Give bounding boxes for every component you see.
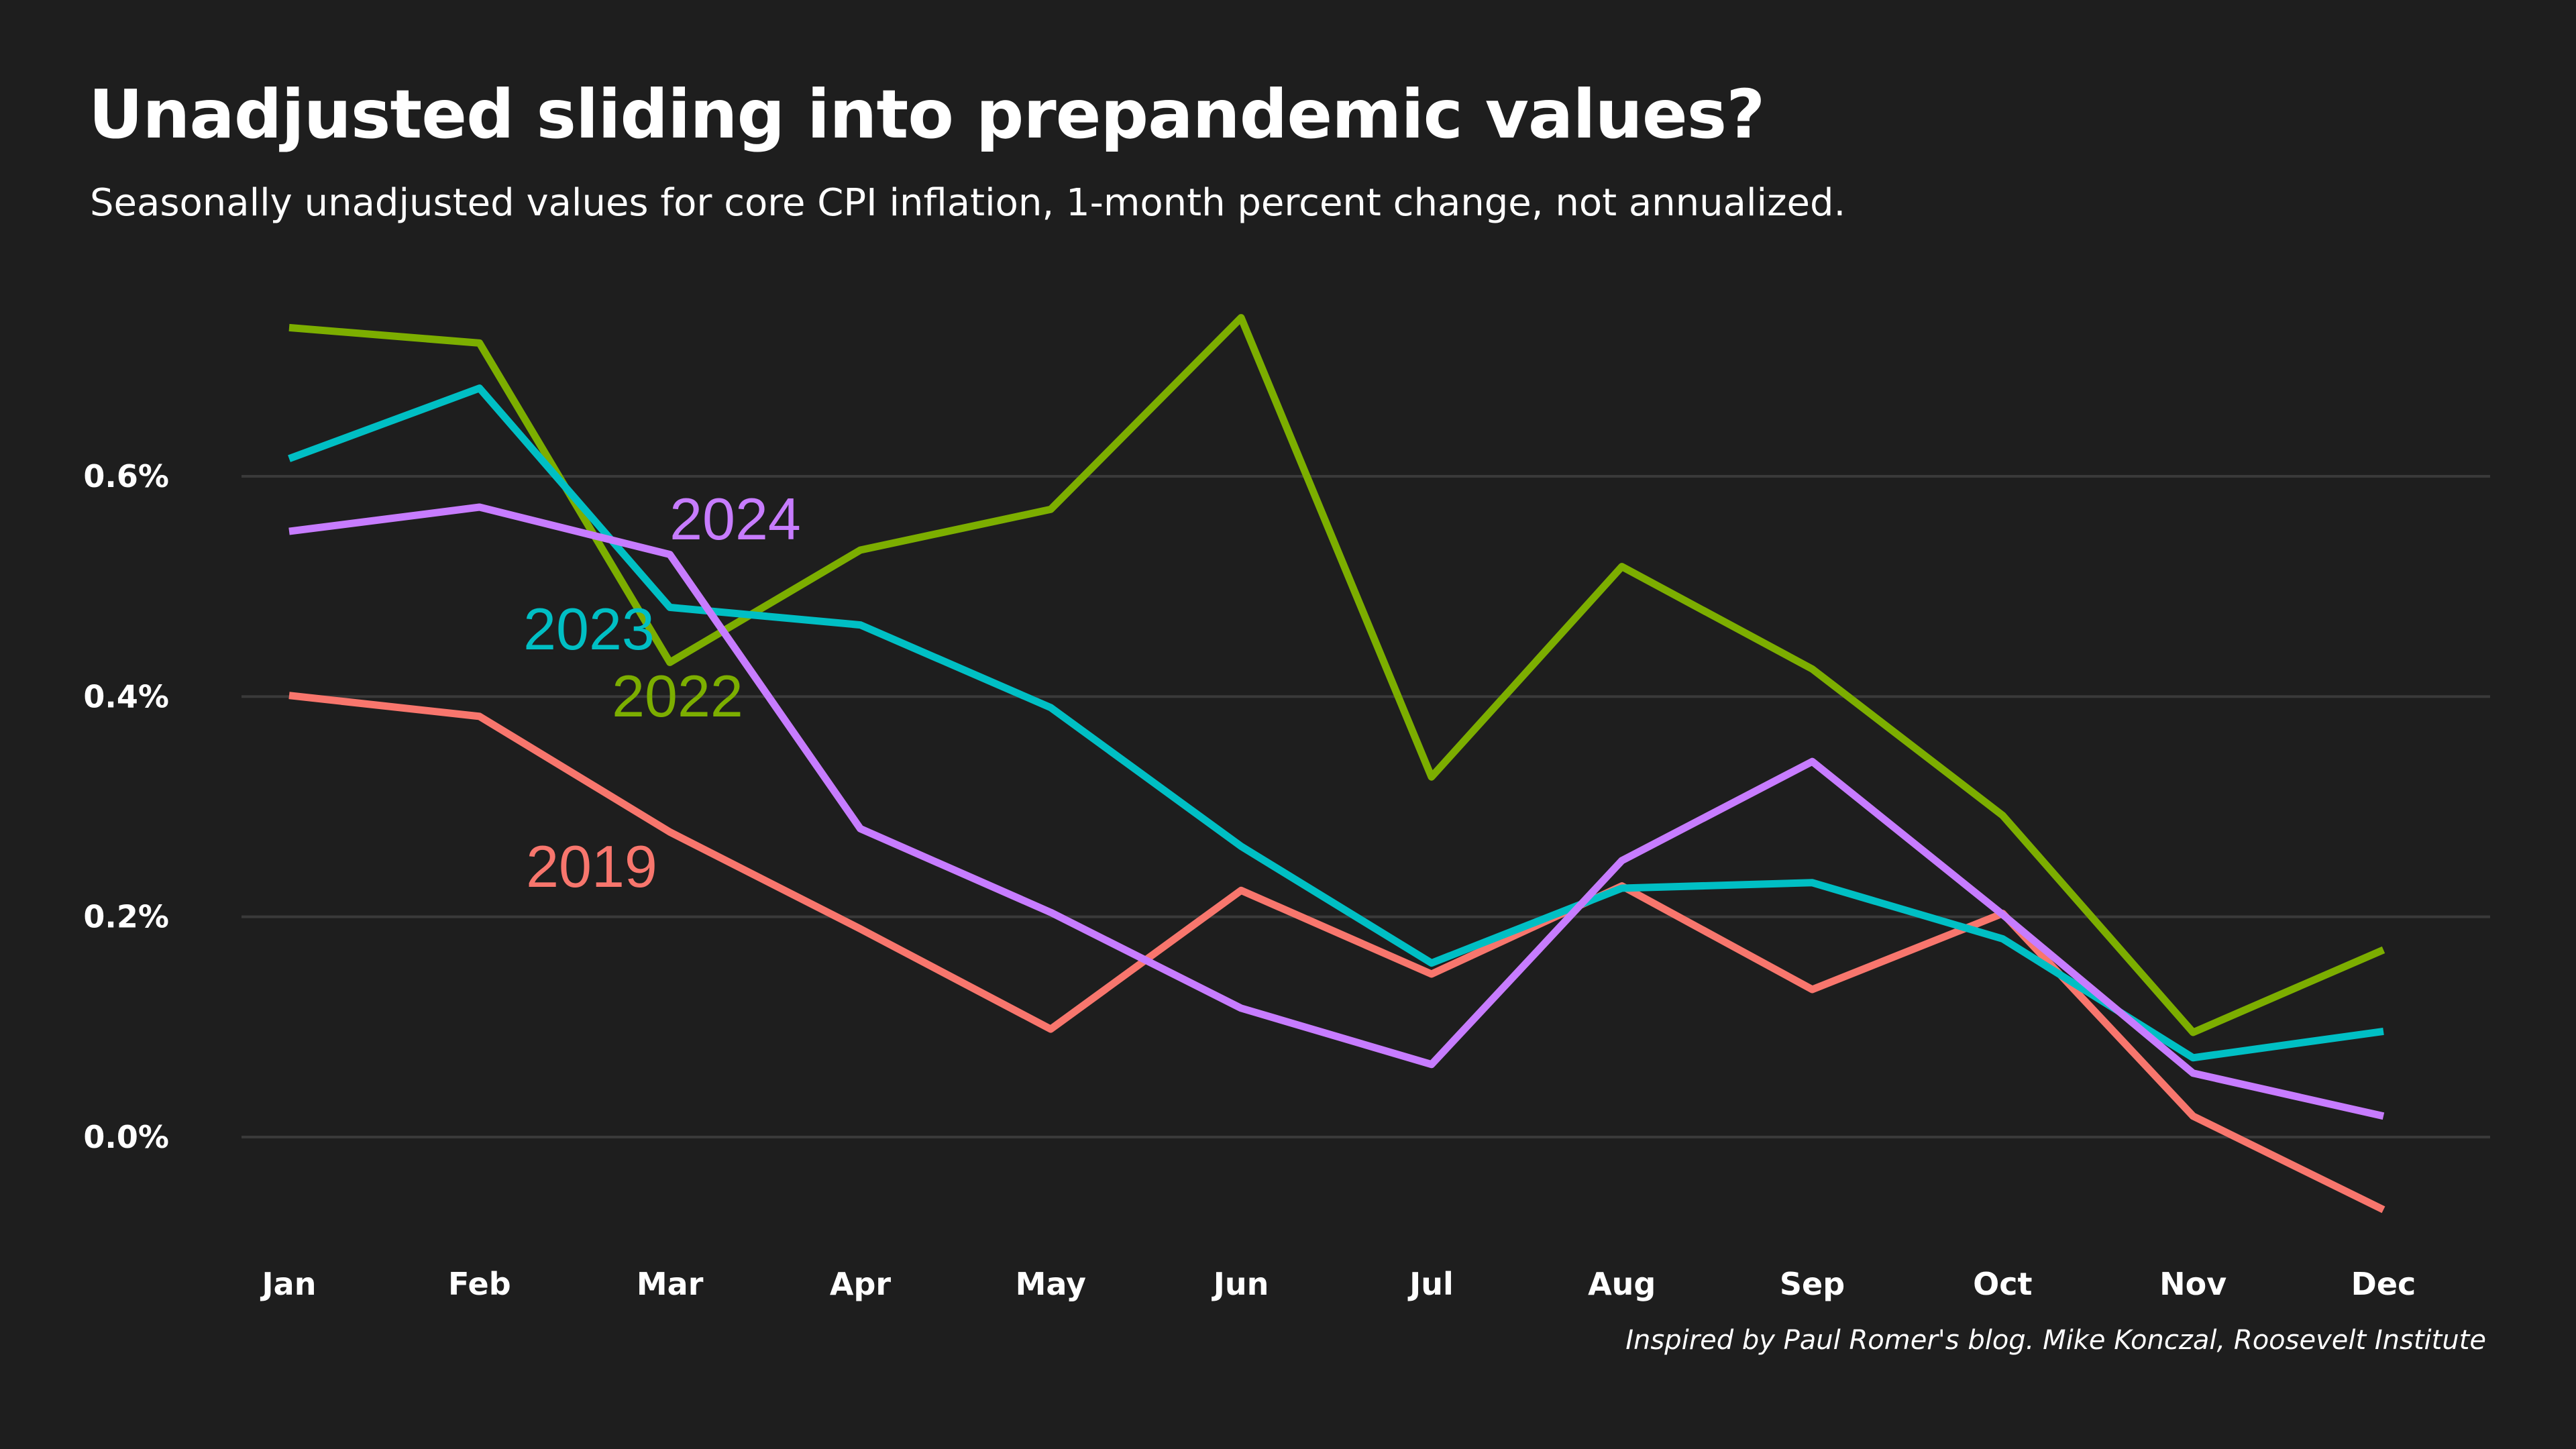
x-tick-label: Apr [830,1266,892,1302]
series-line-2023 [288,384,2384,1062]
source-caption: Inspired by Paul Romer's blog. Mike Konc… [1625,1325,2486,1356]
series-lines [288,314,2385,1214]
y-tick-label: 0.0% [83,1119,169,1155]
y-tick-label: 0.2% [83,899,169,935]
x-tick-label: Jul [1407,1266,1454,1302]
x-tick-label: Jan [260,1266,317,1302]
series-label-2024: 2024 [669,486,801,552]
x-tick-label: Feb [448,1266,511,1302]
grid-lines [241,475,2490,1138]
x-tick-label: Nov [2159,1266,2226,1302]
y-tick-label: 0.6% [83,458,169,494]
chart-subtitle: Seasonally unadjusted values for core CP… [90,181,1846,225]
x-tick-label: Aug [1588,1266,1656,1302]
series-line-2019 [288,692,2385,1214]
series-line-2022 [288,314,2385,1036]
x-tick-label: Oct [1973,1266,2032,1302]
x-tick-label: May [1016,1266,1086,1302]
series-label-2019: 2019 [526,833,657,900]
x-axis-tick-labels: Jan Feb Mar Apr May Jun Jul Aug Sep Oct Nov Dec [260,1266,2416,1302]
series-label-2022: 2022 [612,663,743,729]
series-label-2023: 2023 [523,596,655,662]
x-tick-label: Jun [1212,1266,1269,1302]
y-tick-label: 0.4% [83,678,169,714]
x-tick-label: Sep [1780,1266,1845,1302]
series-line-2024 [288,503,2385,1120]
x-tick-label: Mar [637,1266,704,1302]
x-tick-label: Dec [2351,1266,2416,1302]
y-axis-tick-labels: 0.0% 0.2% 0.4% 0.6% [83,458,169,1155]
chart-title: Unadjusted sliding into prepandemic valu… [89,75,1765,154]
